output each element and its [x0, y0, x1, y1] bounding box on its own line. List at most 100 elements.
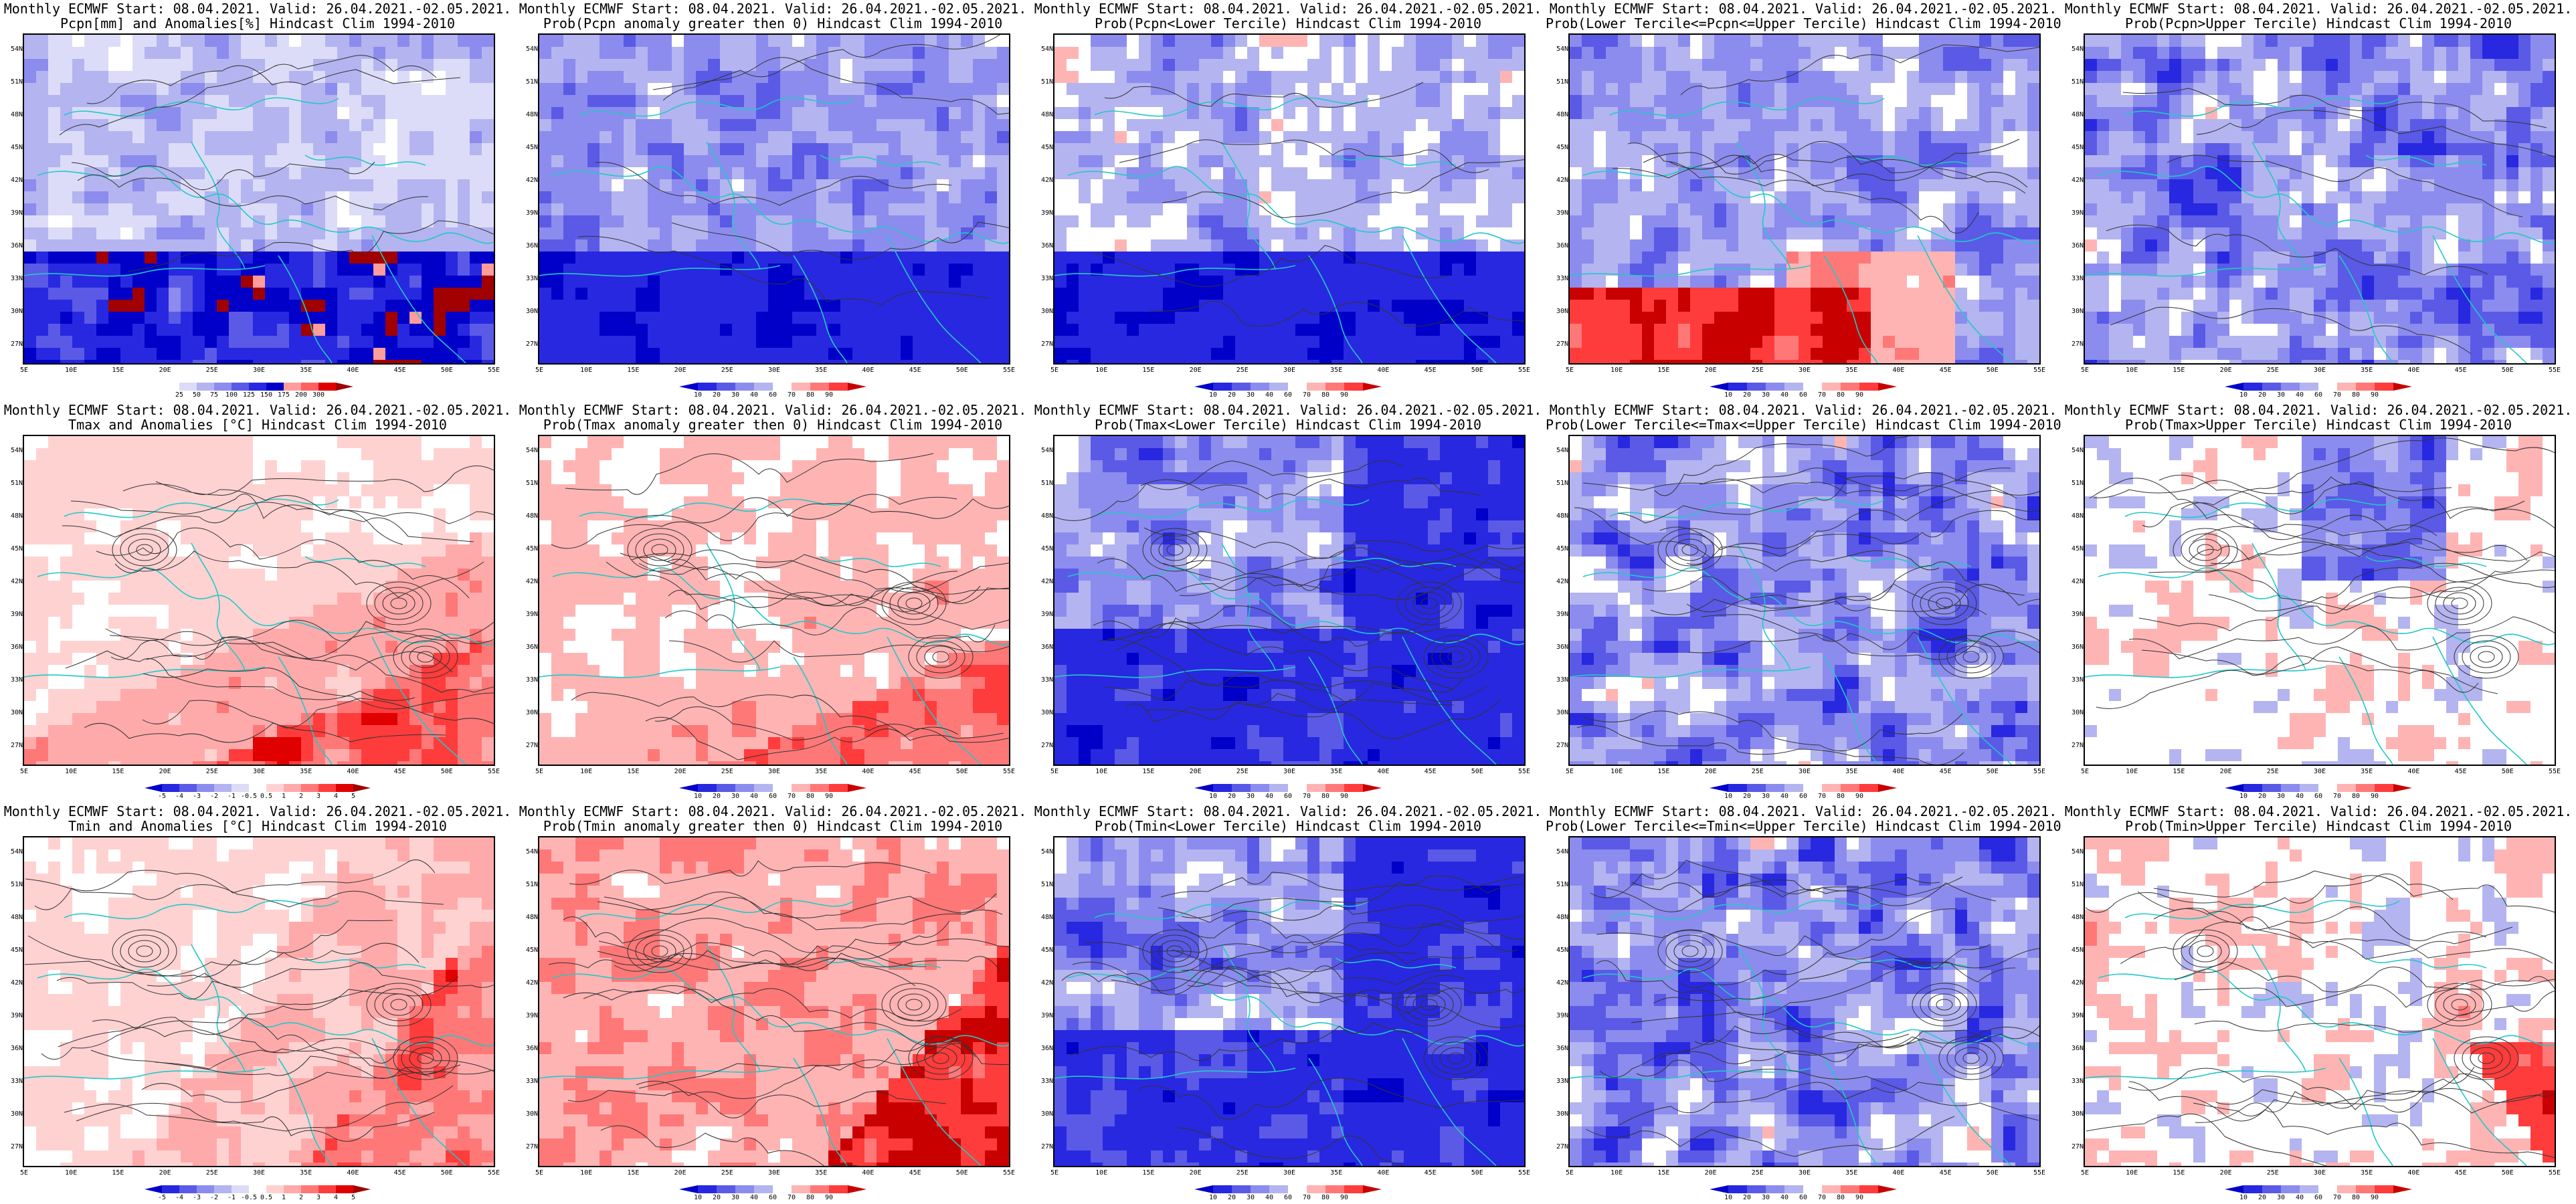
colorbar-tick-label: 30 — [1761, 391, 1770, 399]
lon-tick-label: 50E — [1471, 367, 1483, 374]
colorbar-prob: 10 20 30 40 60 70 80 90 — [679, 383, 866, 399]
colorbar-tick-label: 80 — [1321, 793, 1330, 800]
colorbar-swatch — [1194, 383, 1213, 391]
lat-tick-label: 48N — [1040, 512, 1053, 520]
colorbar-swatch — [1194, 784, 1213, 792]
coastline — [1094, 900, 1370, 920]
lat-tick-label: 36N — [525, 242, 538, 249]
contour-line — [1585, 1116, 1955, 1157]
coastline — [1609, 97, 1885, 117]
contour-line — [2195, 1102, 2555, 1159]
lon-tick-label: 5E — [535, 367, 544, 374]
contour-ring — [2470, 1047, 2503, 1070]
colorbar-tick-label: 80 — [1836, 1194, 1845, 1201]
colorbar-swatch — [717, 784, 735, 792]
lat-tick-label: 33N — [1556, 1078, 1568, 1085]
lon-tick-label: 10E — [65, 1169, 78, 1177]
contour-line — [567, 1090, 947, 1118]
lat-tick-label: 30N — [525, 709, 538, 716]
colorbar-tick-label: 5 — [351, 1194, 356, 1201]
contour-line — [142, 698, 494, 728]
contour-line — [1187, 965, 1524, 1028]
contour-ring — [120, 934, 169, 968]
contour-ring — [136, 544, 153, 556]
contour-ring — [2478, 1052, 2495, 1064]
map-svg — [24, 35, 494, 363]
coastline — [1335, 957, 1457, 969]
colorbar-swatch — [1325, 383, 1344, 391]
panel-title-line2: Prob(Tmin>Upper Tercile) Hindcast Clim 1… — [2125, 818, 2512, 834]
contour-line — [638, 1043, 1009, 1089]
contour-ring — [1936, 597, 1953, 609]
panel-title-line1: Monthly ECMWF Start: 08.04.2021. Valid: … — [3, 402, 512, 418]
colorbar-swatch — [2375, 383, 2393, 391]
coastline — [539, 265, 781, 277]
lat-tick-label: 39N — [10, 209, 23, 217]
colorbar-temp_anom: -5 -4 -3 -2 -1 -0.5 0.5 1 2 3 4 5 — [145, 1185, 371, 1201]
contour-ring — [1166, 544, 1184, 556]
colorbar-temp_anom: -5 -4 -3 -2 -1 -0.5 0.5 1 2 3 4 5 — [145, 784, 371, 800]
colorbar-tick-label: 3 — [316, 793, 321, 800]
coastline — [278, 656, 333, 765]
contour-line — [2189, 538, 2528, 562]
contour-ring — [2189, 940, 2222, 963]
lat-tick-label: 48N — [2071, 111, 2084, 118]
contour-ring — [128, 538, 161, 561]
lon-tick-label: 55E — [1002, 1169, 1016, 1177]
contour-ring — [1142, 929, 1208, 973]
lon-tick-label: 50E — [2501, 768, 2514, 775]
contour-line — [1694, 1025, 2039, 1049]
lon-tick-label: 20E — [1704, 367, 1717, 374]
lat-tick-label: 45N — [1556, 946, 1568, 954]
lat-tick-label: 39N — [2071, 1012, 2084, 1019]
map-panel-pcpn-prob-lower-tercile: Monthly ECMWF Start: 08.04.2021. Valid: … — [1030, 0, 1546, 401]
coastline — [2365, 957, 2487, 969]
colorbar-swatch — [284, 784, 301, 792]
lon-tick-label: 15E — [2173, 1169, 2185, 1177]
contour-ring — [2197, 945, 2214, 957]
colorbar-tick-label: 2 — [298, 1194, 304, 1201]
contour-line — [56, 977, 385, 1005]
colorbar-swatch — [1344, 383, 1363, 391]
lat-tick-label: 27N — [1040, 742, 1053, 749]
lon-tick-label: 25E — [721, 1169, 733, 1177]
colorbar-tick-label: 70 — [1302, 391, 1311, 399]
lon-tick-label: 45E — [1424, 367, 1437, 374]
coastline — [1823, 656, 1878, 765]
coastline — [304, 155, 426, 166]
contour-line — [1181, 969, 1524, 1003]
colorbar-swatch — [2300, 383, 2318, 391]
lon-tick-label: 55E — [2548, 1169, 2561, 1177]
contour-ring — [1420, 999, 1438, 1011]
lat-tick-label: 30N — [2071, 1110, 2084, 1118]
coastline — [793, 1058, 848, 1166]
colorbar-tick-label: 70 — [2332, 391, 2342, 399]
colorbar-swatch — [1325, 1185, 1344, 1193]
lat-tick-label: 36N — [10, 242, 23, 249]
colorbar-swatch — [197, 383, 214, 391]
contour-ring — [2454, 635, 2519, 679]
coastline — [1402, 636, 1497, 765]
colorbar-tick-label: 40 — [2295, 391, 2304, 399]
contour-ring — [112, 929, 177, 973]
colorbar-swatch — [1307, 1185, 1325, 1193]
colorbar-swatch — [284, 383, 301, 391]
contour-ring — [1962, 1052, 1980, 1064]
contour-ring — [390, 999, 407, 1011]
colorbar-tick-label: 80 — [1836, 391, 1845, 399]
lat-tick-label: 27N — [2071, 742, 2084, 749]
coastline — [539, 1068, 781, 1080]
colorbar-tick-label: 20 — [1227, 391, 1236, 399]
contour-ring — [2443, 993, 2476, 1016]
coastline — [579, 498, 854, 518]
lon-tick-label: 40E — [862, 1169, 875, 1177]
lat-tick-label: 42N — [525, 177, 538, 184]
colorbar-prob: 10 20 30 40 60 70 80 90 — [1194, 1185, 1382, 1201]
colorbar-swatch — [773, 1185, 792, 1193]
colorbar-tick-label: 90 — [824, 1194, 834, 1201]
colorbar-tick-label: 40 — [1265, 1194, 1274, 1201]
contour-ring — [924, 645, 957, 668]
lat-tick-label: 51N — [525, 78, 538, 86]
map-area — [538, 33, 1010, 365]
colorbar-swatch — [1213, 383, 1232, 391]
